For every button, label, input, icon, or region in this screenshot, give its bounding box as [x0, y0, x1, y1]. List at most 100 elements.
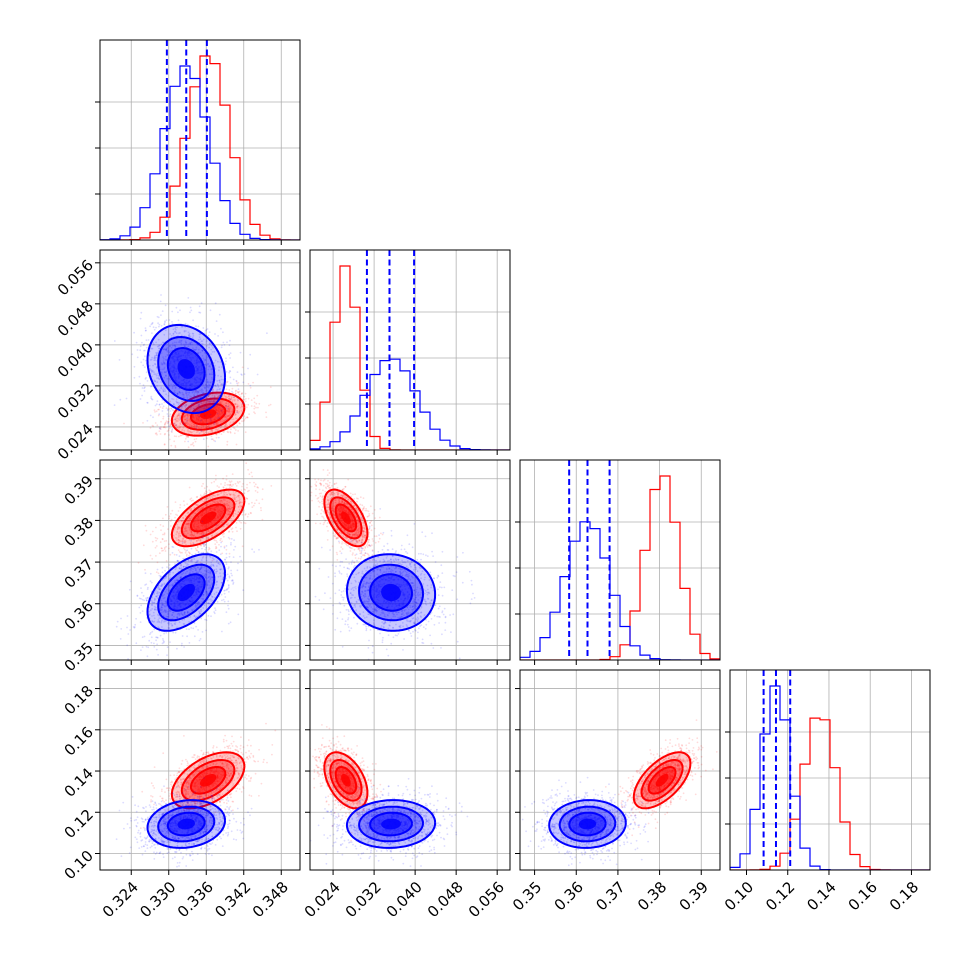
sample-point	[183, 613, 186, 616]
sample-point	[154, 536, 157, 539]
sample-point	[254, 412, 256, 415]
sample-point	[175, 424, 177, 426]
sample-point	[211, 428, 214, 431]
sample-point	[149, 367, 151, 370]
sample-point	[126, 615, 129, 617]
sample-point	[253, 411, 255, 413]
sample-point	[203, 487, 206, 490]
sample-point	[197, 538, 200, 541]
sample-point	[145, 599, 148, 601]
sample-point	[190, 531, 193, 534]
sample-point	[162, 360, 165, 362]
sample-point	[188, 391, 191, 393]
sample-point	[147, 339, 150, 341]
sample-point	[191, 553, 193, 556]
sample-point	[184, 418, 186, 421]
sample-point	[228, 507, 231, 509]
sample-point	[226, 511, 229, 513]
sample-point	[236, 513, 239, 516]
sample-point	[205, 490, 207, 492]
sample-point	[184, 542, 186, 544]
sample-point	[222, 341, 225, 344]
sample-point	[225, 502, 228, 505]
sample-point	[225, 611, 228, 614]
sample-point	[241, 366, 244, 369]
sample-point	[178, 413, 181, 416]
sample-point	[156, 597, 159, 599]
sample-point	[225, 563, 228, 565]
sample-point	[167, 429, 170, 431]
sample-point	[232, 493, 235, 496]
sample-point	[155, 367, 158, 369]
sample-point	[185, 527, 188, 530]
sample-point	[188, 423, 191, 426]
sample-point	[199, 539, 202, 541]
sample-point	[212, 393, 215, 396]
sample-point	[163, 388, 166, 390]
sample-point	[142, 344, 145, 347]
sample-point	[205, 426, 208, 429]
sample-point	[208, 598, 211, 601]
sample-point	[208, 496, 211, 498]
sample-point	[153, 379, 156, 382]
sample-point	[219, 572, 221, 574]
sample-point	[151, 530, 154, 533]
sample-point	[227, 622, 230, 625]
sample-point	[202, 506, 205, 508]
sample-point	[183, 396, 186, 399]
sample-point	[164, 390, 167, 392]
sample-point	[229, 494, 232, 496]
sample-point	[171, 429, 174, 431]
sample-point	[146, 588, 149, 590]
sample-point	[241, 513, 244, 516]
sample-point	[175, 400, 178, 403]
sample-point	[227, 504, 230, 507]
sample-point	[185, 343, 188, 346]
sample-point	[176, 326, 179, 329]
sample-point	[182, 565, 185, 568]
sample-point	[164, 513, 167, 516]
sample-point	[158, 325, 160, 328]
sample-point	[162, 549, 165, 552]
sample-point	[182, 536, 185, 539]
sample-point	[228, 353, 231, 356]
sample-point	[240, 559, 243, 562]
sample-point	[166, 413, 169, 415]
sample-point	[249, 386, 252, 389]
sample-point	[154, 608, 157, 611]
sample-point	[163, 546, 166, 549]
sample-point	[153, 620, 156, 623]
sample-point	[242, 420, 245, 422]
sample-point	[186, 635, 189, 638]
sample-point	[241, 392, 243, 395]
sample-point	[168, 438, 171, 441]
sample-point	[138, 375, 141, 378]
sample-point	[150, 581, 153, 584]
sample-point	[202, 555, 205, 558]
sample-point	[228, 395, 230, 398]
sample-point	[225, 418, 227, 421]
sample-point	[196, 425, 199, 427]
sample-point	[190, 567, 193, 570]
sample-point	[153, 646, 156, 648]
sample-point	[218, 313, 221, 316]
sample-point	[163, 582, 166, 585]
sample-point	[201, 557, 204, 559]
sample-point	[153, 357, 156, 360]
sample-point	[225, 404, 228, 407]
sample-point	[156, 561, 159, 564]
sample-point	[203, 414, 206, 417]
sample-point	[225, 423, 227, 425]
sample-point	[226, 341, 228, 344]
contour-line	[170, 391, 246, 437]
sample-point	[154, 609, 156, 611]
sample-point	[226, 513, 229, 516]
sample-point	[246, 416, 249, 419]
sample-point	[158, 347, 161, 350]
sample-point	[228, 409, 231, 411]
sample-point	[168, 517, 171, 520]
sample-point	[160, 426, 162, 429]
sample-point	[174, 631, 177, 634]
sample-point	[160, 372, 163, 375]
sample-point	[165, 349, 168, 351]
